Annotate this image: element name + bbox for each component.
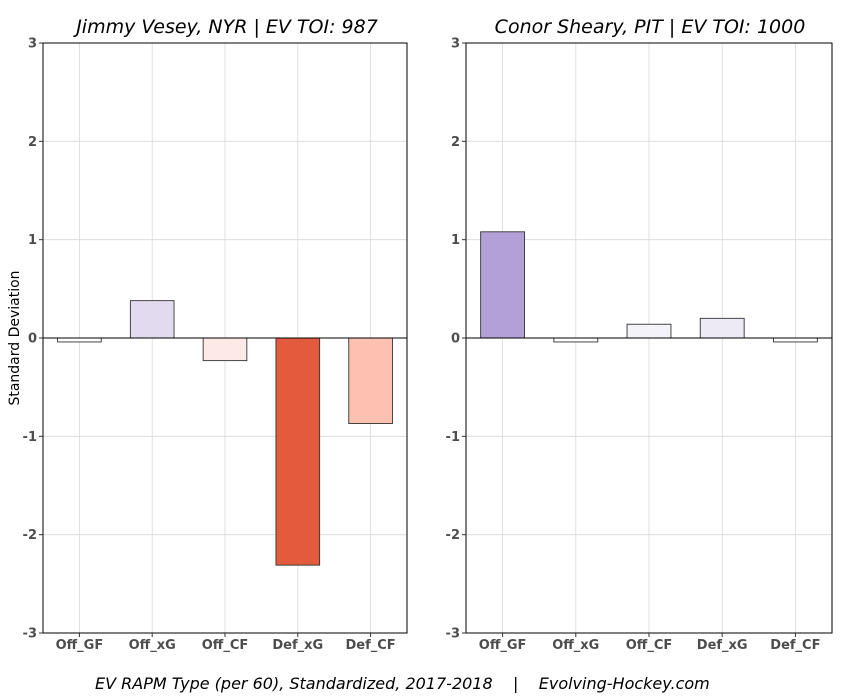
x-tick-label: Off_GF [479, 638, 527, 653]
x-tick-label: Def_xG [272, 638, 323, 653]
panel-title: Jimmy Vesey, NYR | EV TOI: 987 [72, 16, 378, 38]
chart-panel-1: -3 -2 -1 0 1 2 3 Off_GF Off_xG Off_CF Def_xG Def_CF… [7, 16, 408, 653]
y-tick-label: 0 [28, 332, 37, 347]
x-tick-label: Def_xG [697, 638, 748, 653]
y-tick-label: -2 [446, 528, 460, 543]
x-tick-label: Off_xG [552, 638, 599, 653]
chart-panel-2: -3 -2 -1 0 1 2 3 Off_GF Off_xG Off_CF Def_xG Def_CF… [446, 16, 833, 653]
x-tick-label: Off_GF [56, 638, 104, 653]
bar-def-cf [772, 337, 818, 343]
y-tick-label: 2 [451, 135, 460, 150]
x-tick-label: Off_xG [129, 638, 176, 653]
x-tick-label: Def_CF [346, 638, 396, 653]
bar-off-cf [626, 323, 672, 339]
chart-caption: EV RAPM Type (per 60), Standardized, 201… [95, 674, 710, 693]
bar-off-xg [553, 337, 599, 343]
bar-off-gf [57, 337, 102, 343]
y-tick-label: 3 [451, 37, 460, 52]
y-tick-label: 1 [28, 233, 37, 248]
bar-off-cf [202, 337, 248, 362]
bar-def-cf [348, 337, 393, 425]
x-tick-label: Off_CF [626, 638, 673, 653]
x-tick-label: Off_CF [202, 638, 249, 653]
x-tick-label: Def_CF [770, 638, 820, 653]
y-tick-label: -2 [23, 528, 37, 543]
y-tick-label: 3 [28, 37, 37, 52]
bar-off-xg [129, 300, 175, 339]
panel-title: Conor Sheary, PIT | EV TOI: 1000 [495, 16, 806, 38]
bar-def-xg [699, 317, 745, 339]
y-tick-label: -1 [446, 430, 460, 445]
y-tick-label: -1 [23, 430, 37, 445]
y-tick-label: -3 [23, 627, 37, 642]
y-axis-label: Standard Deviation [7, 270, 23, 405]
y-tick-label: 1 [451, 233, 460, 248]
y-tick-label: -3 [446, 627, 460, 642]
bar-def-xg [275, 337, 321, 566]
y-tick-label: 2 [28, 135, 37, 150]
bar-off-gf [480, 231, 526, 339]
y-tick-label: 0 [451, 332, 460, 347]
